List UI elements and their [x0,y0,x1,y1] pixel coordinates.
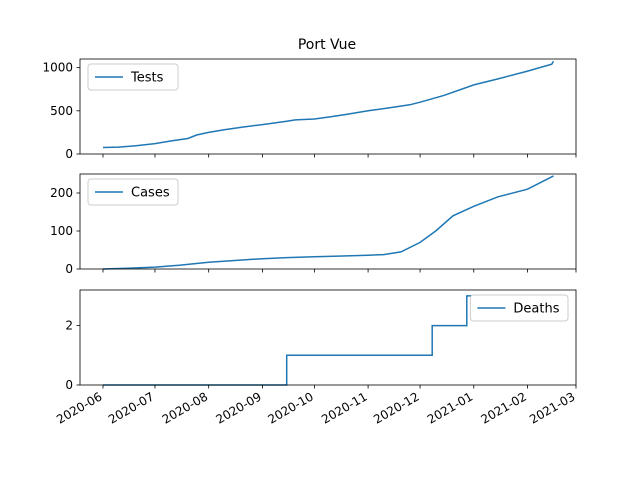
legend-box [469,294,569,322]
legend: Tests [87,63,179,91]
series-line-deaths [103,295,554,386]
y-tick-label: 0 [65,378,73,392]
legend-box [87,178,179,206]
x-tick-label: 2021-03 [527,389,577,426]
legend: Cases [87,178,179,206]
x-tick-label: 2020-07 [106,389,156,426]
panel-deaths: 0 2 Deaths [65,289,577,392]
legend-box [87,63,179,91]
axes-frame [79,173,577,270]
x-tick-label: 2020-06 [54,389,104,426]
axes-frame [79,289,577,386]
y-tick-label: 500 [50,104,73,118]
panel-cases: 0 100 200 Cases [50,173,577,276]
x-tick-label: 2020-09 [213,389,263,426]
y-tick-label: 2 [65,319,73,333]
y-tick-label: 200 [50,186,73,200]
x-tick-label: 2021-01 [425,389,475,426]
series-line-tests [102,60,555,149]
series-line-cases [102,175,554,270]
x-tick-label: 2020-08 [160,389,210,426]
legend-label: Tests [130,71,164,86]
y-tick-label: 0 [65,147,73,161]
x-tick-label: 2020-12 [371,389,421,426]
y-tick-label: 1000 [42,61,73,75]
x-tick-label: 2020-11 [319,389,369,426]
y-tick-label: 0 [65,262,73,276]
x-tick-label: 2020-10 [265,389,315,426]
legend-label: Deaths [513,302,559,317]
axes-frame [79,58,577,155]
x-tick-label: 2021-02 [479,389,529,426]
legend-label: Cases [131,186,170,201]
chart-title: Port Vue [298,37,356,53]
panel-tests: 0 500 1000 Tests [42,58,577,161]
legend: Deaths [469,294,569,322]
y-tick-label: 100 [50,224,73,238]
